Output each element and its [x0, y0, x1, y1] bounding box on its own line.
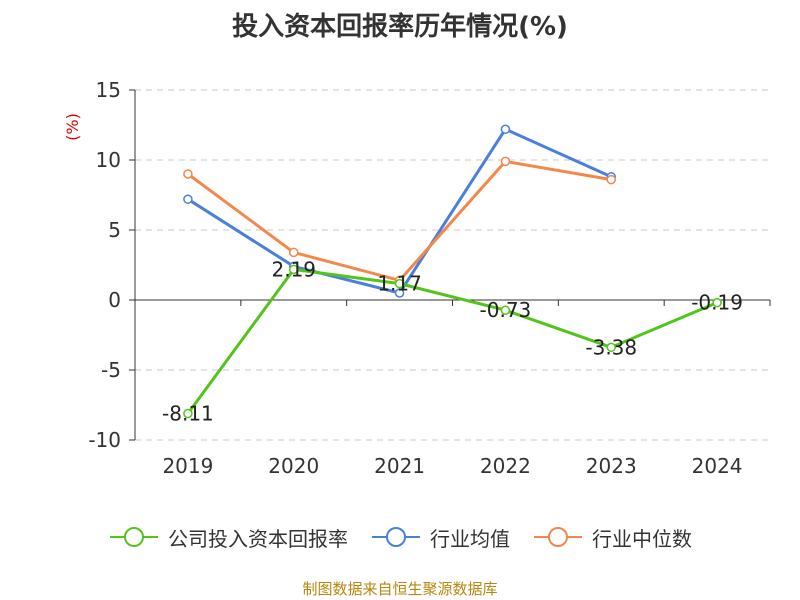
- data-label: -0.19: [691, 291, 743, 315]
- legend-line-circle-icon: [110, 527, 158, 547]
- data-point: [500, 305, 511, 315]
- data-label: -3.38: [585, 335, 637, 359]
- data-point: [394, 288, 405, 298]
- legend-line-circle-icon: [372, 527, 420, 547]
- data-point: [183, 194, 193, 204]
- y-tick-label: -10: [88, 428, 121, 452]
- legend-label: 行业中位数: [592, 526, 692, 551]
- x-tick-label: 2022: [480, 454, 531, 478]
- x-tick-label: 2019: [162, 454, 213, 478]
- data-point: [183, 408, 193, 419]
- x-tick-label: 2020: [268, 454, 319, 478]
- y-tick-label: -5: [101, 358, 121, 382]
- data-label: 2.19: [271, 257, 316, 281]
- legend-item[interactable]: 行业均值: [370, 523, 510, 552]
- legend-label: 公司投入资本回报率: [168, 526, 348, 551]
- legend-item[interactable]: 公司投入资本回报率: [108, 523, 348, 552]
- legend-item[interactable]: 行业中位数: [532, 523, 692, 552]
- data-point: [289, 247, 299, 258]
- x-tick-label: 2024: [692, 454, 743, 478]
- source-note: 制图数据来自恒生聚源数据库: [302, 580, 498, 598]
- data-label: 1.17: [377, 272, 422, 296]
- data-label: -8.11: [162, 402, 214, 426]
- unit-label: (%): [63, 113, 82, 141]
- legend-line-circle-icon: [534, 527, 582, 547]
- legend-label: 行业均值: [430, 526, 510, 551]
- x-tick-label: 2021: [374, 454, 425, 478]
- y-tick-label: 5: [108, 218, 121, 242]
- x-tick-label: 2023: [586, 454, 637, 478]
- y-tick-label: 0: [108, 288, 121, 312]
- y-tick-label: 15: [96, 78, 121, 102]
- data-point: [500, 156, 511, 167]
- series-line: [186, 267, 718, 415]
- series-line: [187, 159, 612, 282]
- data-point: [289, 264, 299, 275]
- data-point: [606, 342, 616, 353]
- data-point: [394, 278, 405, 289]
- data-label: -0.73: [480, 298, 532, 322]
- data-point: [500, 124, 511, 134]
- y-tick-label: 10: [96, 148, 121, 172]
- chart-title: 投入资本回报率历年情况(%): [232, 12, 568, 42]
- legend[interactable]: 公司投入资本回报率 行业均值 行业中位数: [0, 520, 800, 554]
- data-point: [183, 169, 193, 179]
- series-line: [187, 127, 612, 295]
- data-point: [606, 174, 616, 185]
- data-point: [712, 297, 722, 308]
